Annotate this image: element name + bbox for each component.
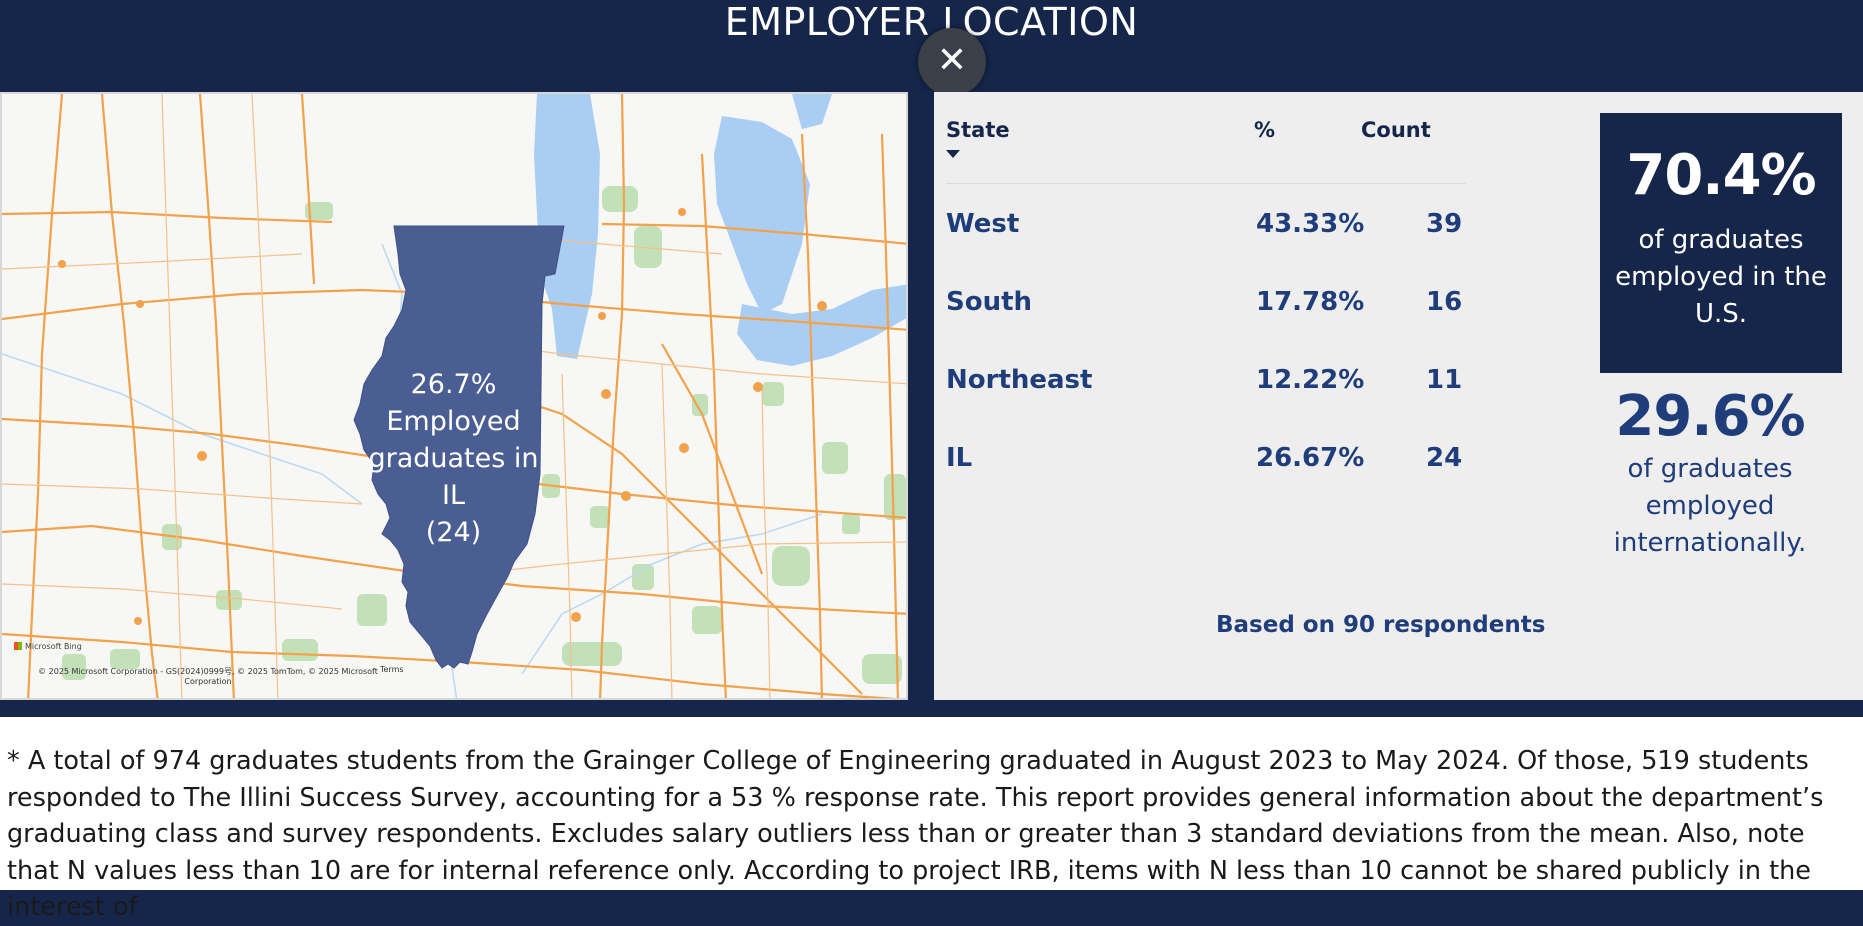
bing-logo: Microsoft Bing [14,642,82,651]
illinois-label: 26.7% Employed graduates in IL (24) [356,366,551,551]
illinois-label-text: 26.7% Employed graduates in IL (24) [368,369,539,548]
row-state: IL [946,443,973,473]
location-table-panel: State % Count West 43.33% 39 South 17.78… [934,92,1863,700]
us-pct-value: 70.4% [1626,143,1816,208]
us-pct-label: of graduates employed in the U.S. [1615,225,1827,329]
column-header-count[interactable]: Count [1361,118,1431,142]
park-areas [62,186,906,684]
footnote-text: * A total of 974 graduates students from… [7,746,1824,922]
city-markers [58,208,827,625]
column-header-state[interactable]: State [946,118,1010,142]
map-view[interactable]: 26.7% Employed graduates in IL (24) Micr… [0,92,908,700]
row-state: South [946,287,1033,317]
sort-descending-icon[interactable] [946,150,960,158]
row-pct: 12.22% [1256,365,1365,395]
row-count: 11 [1426,365,1463,395]
footnote-panel: * A total of 974 graduates students from… [0,717,1863,922]
row-pct: 26.67% [1256,443,1365,473]
row-pct: 43.33% [1256,209,1365,239]
intl-pct-value: 29.6% [1615,384,1805,449]
lakes [534,94,906,366]
row-count: 39 [1426,209,1463,239]
header-divider [946,183,1466,184]
microsoft-logo-icon [14,642,22,650]
intl-employment-block: 29.6% of graduates employed internationa… [1589,384,1831,562]
row-pct: 17.78% [1256,287,1365,317]
map-canvas[interactable] [2,94,908,700]
map-terms-link[interactable]: Terms [380,665,404,674]
row-state: Northeast [946,365,1093,395]
illinois-state[interactable] [353,225,565,669]
us-employment-card: 70.4% of graduates employed in the U.S. [1600,113,1842,373]
row-count: 16 [1426,287,1463,317]
row-state: West [946,209,1020,239]
close-icon: ✕ [936,40,968,81]
respondents-note: Based on 90 respondents [1216,612,1546,638]
map-copyright: © 2025 Microsoft Corporation - GS(2024)0… [38,667,378,686]
row-count: 24 [1426,443,1463,473]
bing-brand: Microsoft Bing [25,642,82,651]
column-header-pct[interactable]: % [1254,118,1276,142]
close-button[interactable]: ✕ [918,28,986,96]
intl-pct-label: of graduates employed internationally. [1613,454,1807,558]
